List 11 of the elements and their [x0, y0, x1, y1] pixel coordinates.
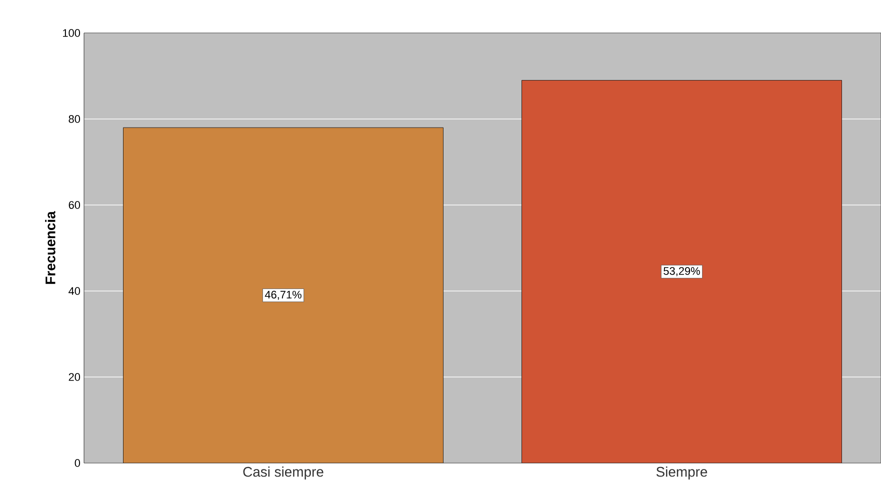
y-tick-label: 20	[68, 373, 80, 381]
y-tick-label: 100	[63, 29, 80, 37]
annotation: 46,71%	[264, 290, 302, 300]
y-tick-label: 80	[68, 115, 80, 123]
y-axis-title: Frecuencia	[45, 211, 56, 284]
x-tick-label: Casi siempre	[243, 466, 324, 480]
x-tick-label: Siempre	[656, 466, 708, 480]
y-tick-label: 60	[68, 201, 80, 209]
annotation: 53,29%	[664, 267, 700, 276]
y-tick-label: 40	[68, 287, 80, 295]
y-tick-label: 0	[74, 459, 80, 467]
